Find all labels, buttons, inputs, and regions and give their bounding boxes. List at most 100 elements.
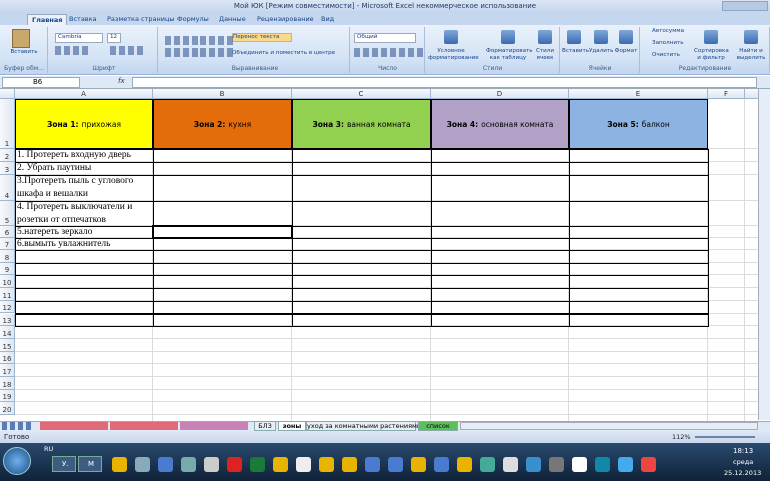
ribbon-tab[interactable]: Разметка страницы [107,15,175,23]
ribbon-button[interactable]: Вставить [562,48,590,54]
cell[interactable] [15,300,154,315]
ribbon-button[interactable]: Очистить [652,52,680,58]
ribbon-tab[interactable]: Вставка [69,15,97,23]
row-header[interactable]: 11 [0,288,15,301]
cell[interactable] [153,262,293,277]
sheet-tab[interactable]: БЛЗ [254,421,276,431]
ribbon-button[interactable]: Найти и выделить [736,48,766,61]
taskbar-window[interactable]: У. [52,456,76,472]
formula-input[interactable] [132,77,757,88]
taskbar-icon[interactable] [227,457,242,472]
taskbar-icon[interactable] [480,457,495,472]
ribbon-tab[interactable]: Данные [219,15,246,23]
zoom-level[interactable]: 112% [672,433,691,441]
cell[interactable] [569,201,709,227]
ribbon-button[interactable]: Удалить [589,48,614,54]
cell[interactable] [153,162,293,176]
cell[interactable] [569,149,709,163]
task-cell[interactable]: 4. Протереть выключатели и розетки от от… [17,202,133,225]
cell[interactable] [431,149,570,163]
cell[interactable] [431,275,570,290]
cell[interactable] [569,275,709,290]
task-cell[interactable]: 1. Протереть входную дверь [17,150,131,160]
cell[interactable] [15,262,154,277]
taskbar-icon[interactable] [641,457,656,472]
column-header[interactable]: F [708,89,745,99]
cell[interactable] [153,201,293,227]
cell[interactable] [15,275,154,290]
row-header[interactable]: 19 [0,389,15,403]
column-header[interactable]: B [153,89,292,99]
row-header[interactable]: 15 [0,338,15,352]
cell[interactable] [153,300,293,315]
ribbon-button[interactable]: Общий [354,33,416,43]
sheet-tab[interactable]: список [418,421,458,431]
ribbon-button[interactable]: 12 [107,33,121,43]
row-header[interactable]: 10 [0,275,15,289]
taskbar-icon[interactable] [457,457,472,472]
cell[interactable] [569,175,709,202]
sheet-tab[interactable] [40,422,108,430]
ribbon-tab[interactable]: Формулы [177,15,209,23]
taskbar-icon[interactable] [572,457,587,472]
cell[interactable] [569,162,709,176]
taskbar-icon[interactable] [411,457,426,472]
cell[interactable] [292,149,432,163]
cell[interactable] [431,175,570,202]
cell[interactable] [15,288,154,302]
cell[interactable] [15,313,154,328]
fx-button[interactable]: fx [118,77,125,85]
cell[interactable] [153,149,293,163]
taskbar-icon[interactable] [319,457,334,472]
taskbar-icon[interactable] [158,457,173,472]
task-cell[interactable]: 6.вымыть увлажнитель [17,239,111,249]
taskbar-icon[interactable] [296,457,311,472]
ribbon-button[interactable]: Стили ячеек [535,48,554,61]
taskbar-icon[interactable] [250,457,265,472]
header-cell[interactable]: Зона 3: ванная комната [292,99,431,149]
cell[interactable] [292,288,432,302]
cell[interactable] [15,250,154,264]
taskbar-window[interactable]: M [78,456,102,472]
header-cell[interactable]: Зона 1: прихожая [15,99,153,149]
taskbar-icon[interactable] [618,457,633,472]
sheet-tab[interactable] [180,422,248,430]
cell[interactable] [569,313,709,328]
task-cell[interactable]: 2. Убрать паутины [17,163,92,173]
cell[interactable] [153,250,293,264]
cell[interactable] [431,250,570,264]
cell[interactable] [431,300,570,315]
cell[interactable] [292,250,432,264]
ribbon-button[interactable]: Автосумма [652,28,685,34]
column-header[interactable]: A [15,89,153,99]
cell[interactable] [569,288,709,302]
ribbon-button[interactable]: Условное форматирование [428,48,479,61]
taskbar-icon[interactable] [503,457,518,472]
cell[interactable] [292,162,432,176]
cell[interactable] [569,250,709,264]
ribbon-button[interactable]: Формат [614,48,638,54]
cell[interactable] [292,201,432,227]
cell[interactable] [431,162,570,176]
row-header[interactable]: 5 [0,201,15,226]
cell[interactable] [153,288,293,302]
row-header[interactable]: 6 [0,226,15,238]
ribbon-tab[interactable]: Рецензирование [257,15,314,23]
header-cell[interactable]: Зона 5: балкон [569,99,708,149]
task-cell[interactable]: 5.натереть зеркало [17,227,93,237]
ribbon-button[interactable]: Перенос текста [232,33,292,42]
column-header[interactable]: C [292,89,431,99]
cell[interactable] [292,313,432,328]
cell[interactable] [431,313,570,328]
ribbon-button[interactable]: Форматировать как таблицу [486,48,533,61]
taskbar-icon[interactable] [526,457,541,472]
cell[interactable] [292,262,432,277]
cell[interactable] [153,175,293,202]
taskbar-icon[interactable] [365,457,380,472]
taskbar-icon[interactable] [595,457,610,472]
row-header[interactable]: 18 [0,377,15,390]
row-header[interactable]: 2 [0,149,15,162]
taskbar-icon[interactable] [388,457,403,472]
row-header[interactable]: 20 [0,402,15,416]
row-header[interactable]: 7 [0,238,15,250]
